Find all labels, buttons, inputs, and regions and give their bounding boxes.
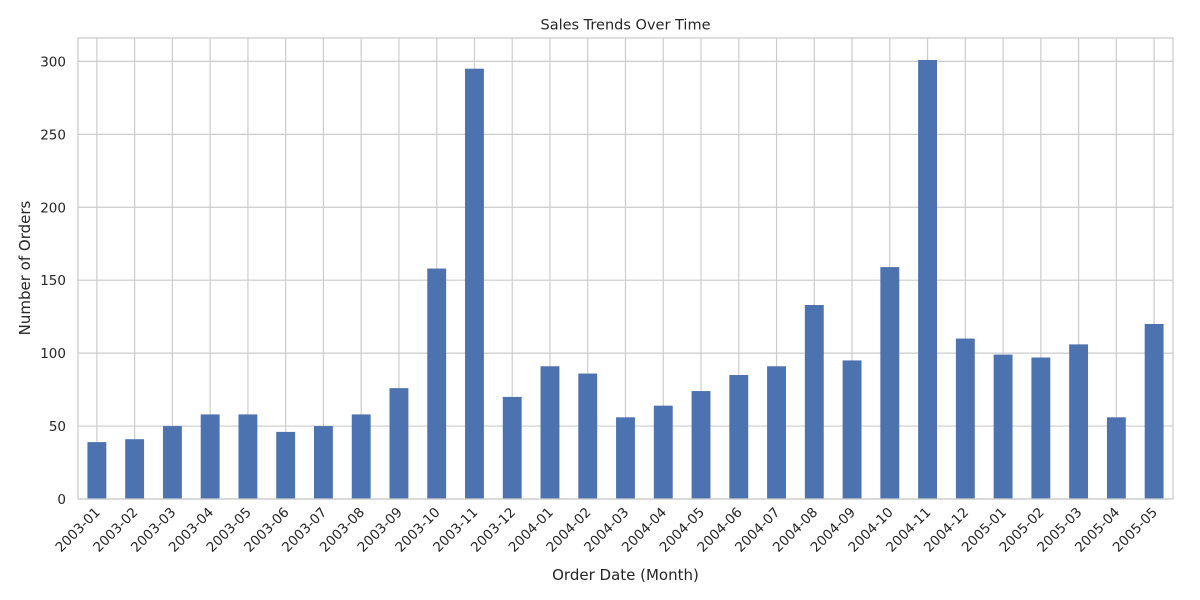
bar-2004-06	[729, 375, 749, 499]
bar-2005-02	[1031, 357, 1051, 499]
bar-2005-01	[993, 354, 1013, 499]
bars-layer	[87, 59, 1164, 499]
y-tick-label: 250	[40, 127, 66, 143]
bar-2003-10	[427, 268, 447, 499]
bar-2004-10	[880, 267, 900, 499]
y-tick-label: 200	[40, 200, 66, 216]
bar-2005-05	[1144, 323, 1164, 499]
chart-title: Sales Trends Over Time	[540, 18, 710, 34]
bar-2005-04	[1106, 417, 1126, 499]
bar-2003-08	[351, 414, 371, 499]
bar-2004-12	[955, 338, 975, 499]
bar-2005-03	[1069, 344, 1089, 499]
plot-frame	[77, 37, 1174, 500]
bar-2004-04	[653, 405, 673, 499]
bar-2004-07	[767, 366, 786, 499]
bar-2003-07	[313, 426, 333, 499]
bar-2004-02	[578, 373, 598, 499]
bar-2004-01	[540, 366, 560, 499]
bar-2004-11	[918, 59, 938, 499]
y-axis-label: Number of Orders	[16, 200, 34, 335]
bar-2003-03	[162, 426, 182, 499]
y-tick-label: 100	[40, 346, 66, 362]
bar-2003-05	[238, 414, 258, 499]
bar-2003-04	[200, 414, 220, 499]
x-axis-label: Order Date (Month)	[552, 566, 699, 584]
bar-2003-09	[389, 388, 409, 499]
bar-2004-08	[804, 305, 824, 499]
y-tick-label: 0	[57, 492, 66, 508]
x-tick-labels: 2003-012003-022003-032003-042003-052003-…	[53, 505, 1161, 556]
y-tick-label: 150	[40, 273, 66, 289]
bar-2003-06	[276, 431, 296, 499]
bar-2004-03	[616, 417, 635, 499]
bar-2003-11	[465, 68, 484, 499]
y-tick-label: 300	[40, 54, 66, 70]
bar-2003-01	[87, 442, 107, 499]
bar-2004-09	[842, 360, 862, 499]
bar-2003-02	[125, 439, 145, 499]
y-tick-labels: 0 50 100 150 200 250 300	[40, 54, 66, 508]
bar-2004-05	[691, 391, 711, 499]
bar-2003-12	[502, 396, 522, 499]
y-tick-label: 50	[49, 419, 66, 435]
